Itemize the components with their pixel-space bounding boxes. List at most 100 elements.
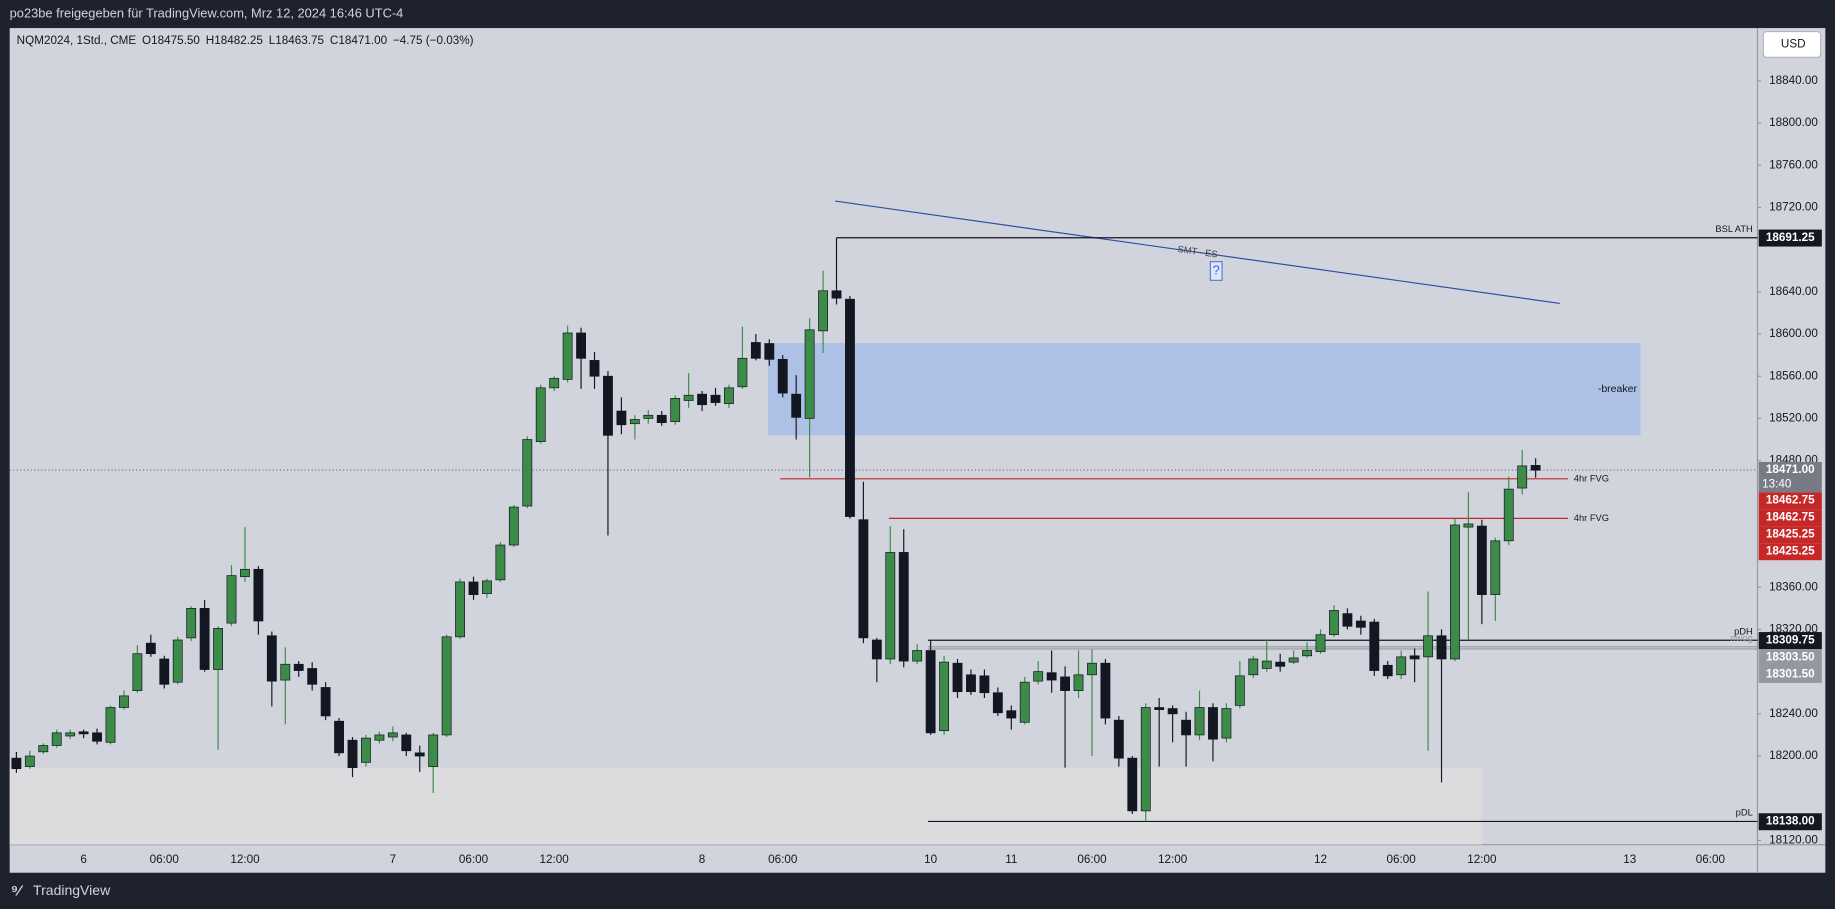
- candle-body: [979, 675, 990, 694]
- y-tick-label: 18520.00: [1769, 412, 1818, 425]
- y-tick-label: 18360.00: [1769, 580, 1818, 593]
- candle-body: [1033, 671, 1044, 682]
- candle-body: [1329, 610, 1339, 636]
- candle-body: [804, 329, 815, 419]
- candle-body: [1261, 660, 1272, 669]
- brand: TradingView: [33, 882, 111, 898]
- candle-body: [925, 650, 936, 734]
- price-label: 18309.75: [1766, 633, 1815, 646]
- x-tick-label: 10: [924, 853, 938, 866]
- candle-body: [1382, 664, 1393, 677]
- candle-body: [818, 290, 828, 332]
- y-tick-label: 18600.00: [1769, 327, 1818, 340]
- candle-body: [589, 360, 600, 377]
- candle-body: [643, 414, 654, 419]
- candle-body: [441, 636, 452, 736]
- candle-body: [92, 732, 102, 742]
- candle-body: [777, 358, 788, 394]
- legend-item: NQM2024, 1Std., CME: [17, 34, 137, 47]
- candle-body: [1315, 634, 1326, 652]
- candle-body: [1355, 620, 1366, 628]
- candle-body: [468, 581, 479, 595]
- candle-body: [724, 387, 734, 405]
- x-tick-label: 13: [1623, 853, 1636, 866]
- candle-body: [266, 635, 277, 682]
- price-label-box: [1758, 492, 1822, 510]
- candle-body: [1503, 488, 1514, 542]
- candle-body: [845, 298, 855, 517]
- y-tick-label: 18200.00: [1769, 749, 1818, 762]
- candle-body: [455, 581, 465, 638]
- candle-body: [401, 734, 412, 752]
- candle-body: [1476, 525, 1487, 595]
- candle-body: [549, 377, 560, 389]
- candle-body: [51, 732, 62, 746]
- level-label: 4hr FVG: [1574, 473, 1609, 483]
- candle-body: [1221, 708, 1232, 739]
- legend-item: L18463.75: [269, 34, 325, 47]
- candle-body: [226, 575, 237, 624]
- x-tick-label: 06:00: [150, 853, 180, 866]
- y-tick-label: 18800.00: [1769, 116, 1818, 129]
- price-label: 18462.75: [1766, 511, 1815, 524]
- y-tick-label: 18560.00: [1769, 369, 1818, 382]
- currency-label[interactable]: USD: [1781, 38, 1806, 51]
- candle-body: [1517, 465, 1528, 489]
- overlay: NQM2024, 1Std., CME O18475.50 H18482.25 L18…: [17, 34, 1822, 866]
- candle-body: [482, 580, 492, 594]
- price-label-box: [1758, 632, 1822, 650]
- candle-body: [24, 755, 35, 767]
- price-label-box: [1758, 526, 1822, 544]
- level-label: nwog: [1730, 633, 1752, 643]
- candle-body: [764, 343, 775, 360]
- candle-body: [603, 375, 613, 436]
- candle-body: [1463, 523, 1474, 528]
- candle-body: [1100, 662, 1111, 719]
- candle-body: [414, 752, 425, 757]
- candle-body: [1046, 672, 1057, 681]
- x-tick-label: 7: [390, 853, 397, 866]
- note-icon-box: [1209, 261, 1223, 281]
- x-tick-label: 8: [699, 853, 706, 866]
- candle-body: [1409, 655, 1420, 660]
- candle-body: [1006, 710, 1017, 719]
- candle-body: [334, 720, 344, 754]
- currency-button[interactable]: [1762, 31, 1822, 58]
- candle-body: [939, 661, 949, 732]
- candle-body: [791, 393, 802, 418]
- legend: NQM2024, 1Std., CME O18475.50 H18482.25 L18…: [17, 34, 474, 47]
- candle-body: [697, 393, 707, 406]
- candle-body: [1234, 675, 1245, 706]
- price-label: 18425.25: [1766, 545, 1815, 558]
- legend-item: −4.75 (−0.03%): [393, 34, 474, 47]
- candle-body: [1181, 719, 1192, 736]
- candle-body: [320, 687, 331, 717]
- trend-line: [835, 200, 1560, 305]
- candle-body: [885, 552, 896, 660]
- x-tick-label: 06:00: [1696, 853, 1726, 866]
- candle-body: [1450, 524, 1460, 660]
- candle-body: [347, 739, 358, 768]
- x-tick-label: 12:00: [230, 853, 260, 866]
- candle-body: [683, 394, 694, 401]
- candle-body: [656, 414, 667, 424]
- candle-body: [253, 568, 264, 622]
- candle-body: [737, 357, 748, 388]
- candle-body: [1530, 465, 1541, 471]
- candle-body: [629, 419, 640, 425]
- candle-body: [710, 394, 721, 403]
- candle-body: [670, 398, 681, 422]
- candle-body: [1154, 707, 1165, 710]
- candle-body: [240, 568, 250, 578]
- price-label: 18462.75: [1766, 494, 1815, 507]
- x-tick-label: 12:00: [1467, 853, 1497, 866]
- candle-body: [616, 410, 627, 426]
- candle-body: [1275, 661, 1286, 667]
- candle-body: [1248, 658, 1259, 676]
- candle-body: [1087, 662, 1097, 676]
- candle-body: [132, 653, 143, 691]
- candle-body: [280, 663, 291, 681]
- candle-body: [1208, 707, 1218, 740]
- legend-item: O18475.50: [142, 34, 200, 47]
- candle-body: [1302, 650, 1313, 657]
